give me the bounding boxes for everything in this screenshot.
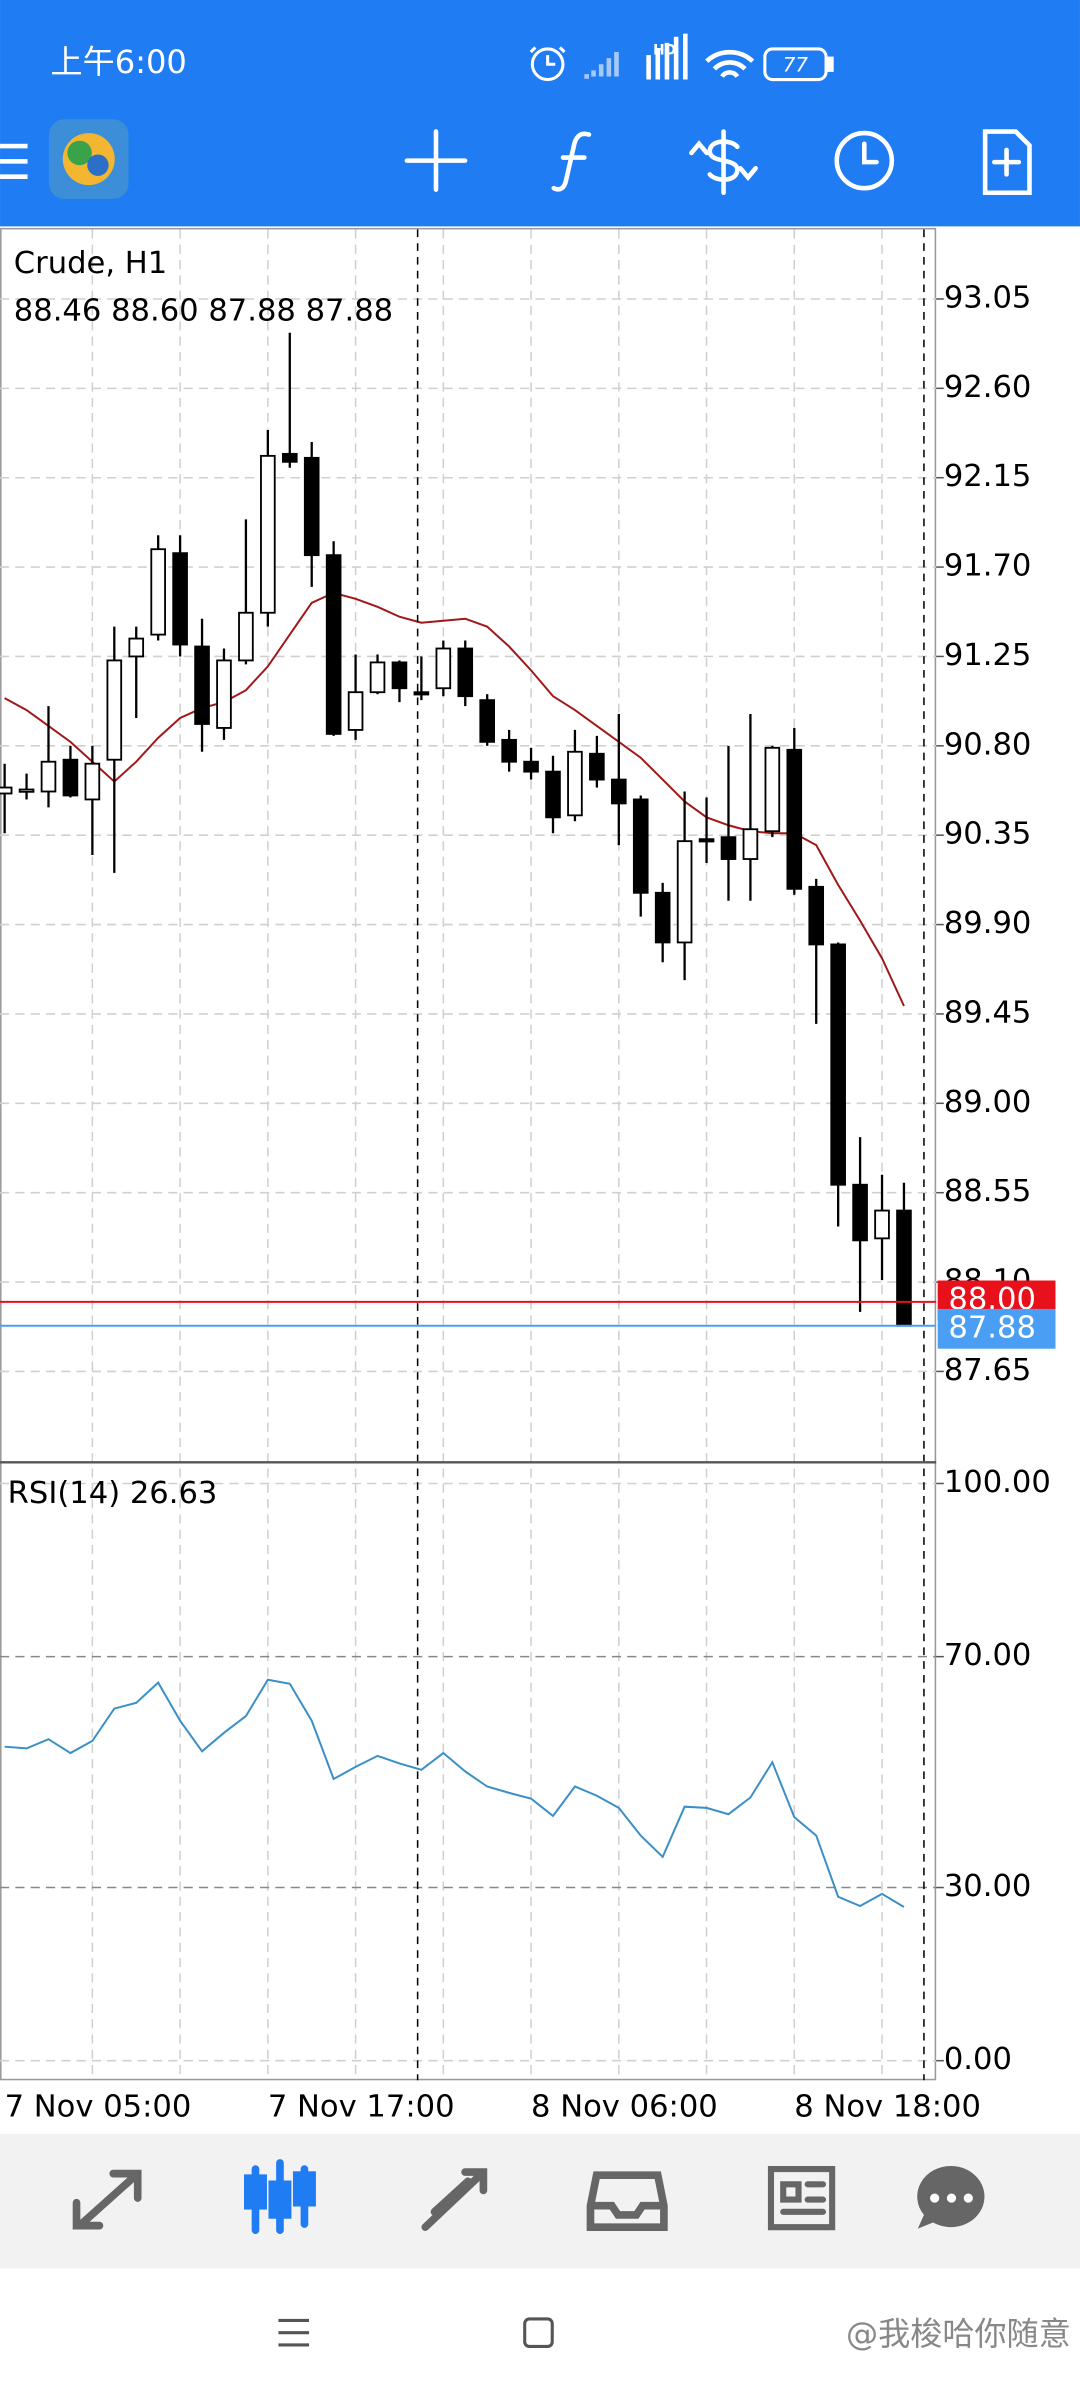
candle-body (808, 885, 825, 946)
menu-key[interactable] (278, 2318, 310, 2347)
candle-body (40, 760, 57, 793)
nav-news[interactable] (767, 2165, 836, 2231)
y-tick-label: 90.35 (944, 817, 1032, 852)
menu-button[interactable] (0, 143, 28, 179)
candle-body (216, 659, 232, 729)
nav-quotes[interactable] (72, 2169, 142, 2230)
price-label: 87.88 (948, 1310, 1036, 1345)
y-tick-label: 100.00 (944, 1465, 1051, 1500)
candle-body (84, 762, 101, 801)
bottom-nav (0, 2133, 1080, 2269)
candle-body (764, 746, 781, 833)
candle-body (303, 456, 320, 557)
candle-body (589, 752, 605, 781)
y-tick-label: 70.00 (944, 1638, 1032, 1673)
candle-body (150, 548, 166, 636)
y-tick-label: 92.15 (944, 459, 1032, 494)
y-tick-label: 87.65 (944, 1353, 1032, 1388)
candle-body (238, 611, 254, 662)
y-tick-label: 90.80 (944, 727, 1032, 762)
status-time: 上午6:00 (51, 43, 187, 81)
y-tick-label: 89.45 (944, 995, 1032, 1030)
candle-body (896, 1209, 912, 1327)
candle-body (413, 691, 430, 696)
home-key[interactable] (523, 2317, 554, 2348)
y-tick-label: 91.25 (944, 638, 1032, 673)
candle-body (676, 840, 693, 944)
candle-body (435, 647, 452, 690)
app-icon[interactable] (48, 119, 129, 199)
candle-body (347, 691, 364, 731)
candle-body (567, 750, 583, 817)
y-tick-label: 91.70 (944, 549, 1032, 584)
chart-title: Crude, H1 (14, 246, 167, 281)
rsi-title: RSI(14) 26.63 (8, 1476, 218, 1511)
candle-body (611, 778, 627, 805)
nav-trade[interactable] (421, 2168, 488, 2231)
candle-body (457, 647, 474, 698)
price-label-box (937, 1308, 1056, 1349)
candle-body (128, 637, 145, 658)
new-order-button[interactable] (982, 129, 1032, 196)
y-tick-label: 93.05 (944, 280, 1032, 315)
candle-body (172, 552, 188, 646)
x-tick-label: 8 Nov 06:00 (531, 2089, 718, 2124)
watermark: @我梭哈你随意 (846, 2315, 1071, 2353)
candle-body (391, 661, 408, 690)
candle-body (260, 454, 276, 614)
chart-frame (0, 227, 937, 2081)
candle-body (742, 828, 759, 860)
nav-chart[interactable] (244, 2159, 316, 2235)
battery-level: 77 (783, 53, 809, 76)
x-tick-label: 7 Nov 05:00 (5, 2089, 192, 2124)
app-bar (0, 0, 1080, 227)
candle-body (852, 1183, 868, 1242)
candle-body (523, 760, 539, 773)
candle-body (720, 836, 737, 860)
candle-body (369, 661, 386, 694)
status-icons (529, 33, 834, 82)
candle-body (654, 891, 671, 944)
y-tick-label: 30.00 (944, 1869, 1032, 1904)
y-tick-label: 89.00 (944, 1085, 1032, 1120)
network-label: HD (653, 42, 676, 58)
plot-layer: 93.05 92.60 92.15 91.70 91.25 90.80 90.35 89.90… (0, 280, 1051, 2124)
candle-body (830, 943, 846, 1186)
nav-history[interactable] (586, 2171, 668, 2231)
candle-body (479, 699, 495, 743)
x-tick-label: 7 Nov 17:00 (268, 2089, 455, 2124)
x-tick-label: 8 Nov 18:00 (794, 2089, 981, 2124)
candle-body (874, 1209, 890, 1240)
rsi-line (4, 1678, 905, 1908)
candle-body (0, 786, 13, 795)
candle-body (698, 838, 715, 843)
nav-messages[interactable] (917, 2165, 985, 2229)
candle-body (325, 554, 342, 735)
timeframe-button[interactable] (834, 130, 895, 191)
vertical-grid (91, 229, 883, 2081)
indicator-button[interactable] (551, 131, 592, 192)
trade-button[interactable] (689, 129, 758, 196)
candle-body (62, 758, 79, 797)
candle-body (786, 748, 803, 890)
system-nav (0, 2268, 1080, 2400)
ohlc-readout: 88.46 88.60 87.88 87.88 (14, 294, 393, 329)
candle-body (18, 788, 35, 793)
y-tick-label: 88.55 (944, 1174, 1032, 1209)
y-tick-label: 89.90 (944, 906, 1032, 941)
y-tick-label: 0.00 (944, 2042, 1012, 2077)
candle-body (194, 645, 210, 725)
candle-body (106, 659, 123, 761)
crosshair-button[interactable] (404, 129, 468, 192)
candle-body (281, 452, 298, 463)
candle-body (501, 738, 517, 763)
candle-body (545, 770, 561, 819)
y-tick-label: 92.60 (944, 370, 1032, 405)
candle-body (632, 798, 649, 894)
